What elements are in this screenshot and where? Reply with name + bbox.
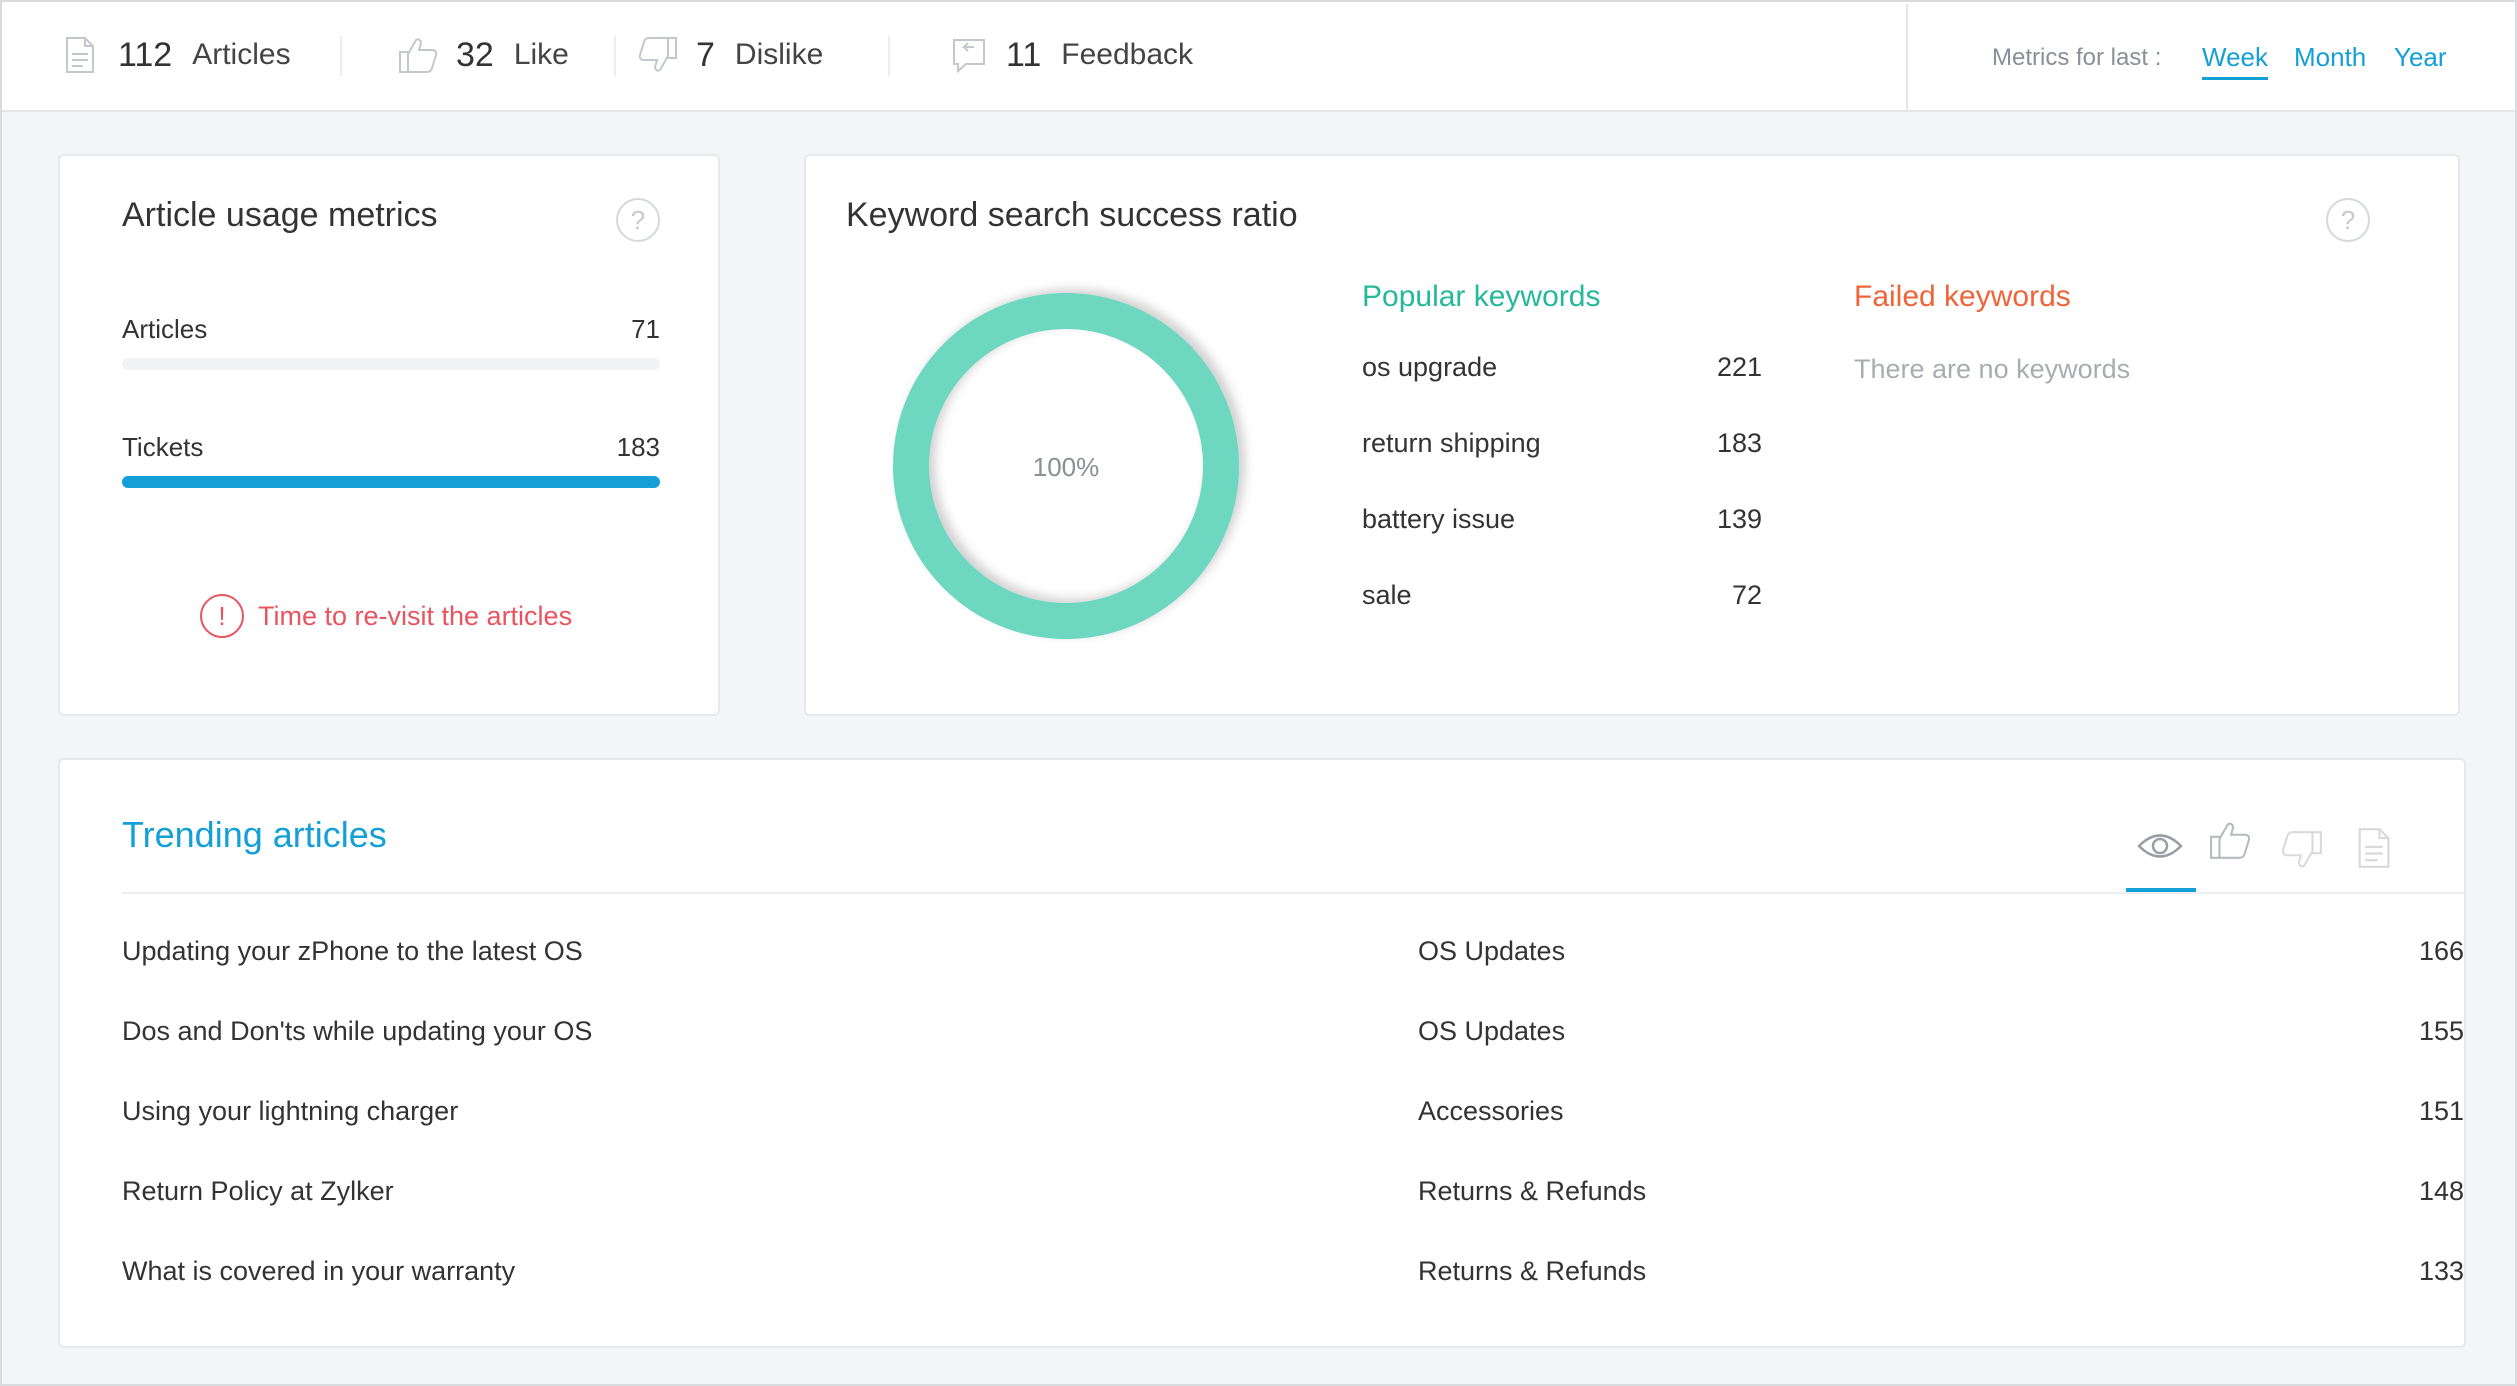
divider [614,36,616,76]
alert-icon: ! [200,594,244,638]
article-title: Return Policy at Zylker [122,1176,394,1206]
trending-articles-card: Trending articles Updating your zPhone t… [58,758,2466,1348]
divider [888,36,890,76]
metrics-period-label: Metrics for last : [1992,44,2162,71]
divider [340,36,342,76]
help-icon[interactable]: ? [2326,198,2370,242]
article-title: What is covered in your warranty [122,1256,516,1286]
stat-label: Like [513,38,569,71]
thumbs-up-icon [398,35,438,75]
keyword-count: 221 [1716,352,1762,382]
keyword-count: 183 [1716,428,1762,458]
article-category: Returns & Refunds [1418,1256,1647,1286]
article-category: OS Updates [1418,1016,1566,1046]
article-count: 133 [2418,1256,2464,1286]
failed-keywords-heading: Failed keywords [1854,280,2071,313]
table-row[interactable]: Updating your zPhone to the latest OS OS… [122,936,2464,976]
metric-label: Articles [122,314,208,344]
keyword-text: battery issue [1362,504,1516,534]
trending-title: Trending articles [122,814,387,855]
article-count: 151 [2418,1096,2464,1126]
table-row[interactable]: What is covered in your warranty Returns… [122,1256,2464,1296]
stat-dislikes[interactable]: 7 Dislike [638,2,823,108]
card-title: Keyword search success ratio [846,196,1298,234]
metric-label: Tickets [122,432,204,462]
donut-arc [893,293,1239,639]
stat-count: 7 [696,35,715,74]
keyword-text: return shipping [1362,428,1541,458]
metrics-topbar: 112 Articles 32 Like 7 Dislike 11 Feedba… [2,2,2515,112]
metric-bar-track [122,476,660,488]
metric-value: 183 [616,432,660,462]
feedback-icon [948,35,988,75]
article-title: Updating your zPhone to the latest OS [122,936,583,966]
article-usage-card: Article usage metrics ? Articles 71 Tick… [58,154,720,716]
metric-value: 71 [631,314,660,344]
divider [122,892,2464,894]
thumbs-up-icon[interactable] [2206,816,2254,864]
active-tab-indicator [2126,888,2196,892]
card-title: Article usage metrics [122,196,438,234]
keyword-text: os upgrade [1362,352,1498,382]
thumbs-down-icon[interactable] [2278,826,2326,874]
stat-label: Articles [192,38,291,71]
stat-articles[interactable]: 112 Articles [60,2,291,108]
period-week-link[interactable]: Week [2202,42,2268,80]
revisit-alert[interactable]: ! Time to re-visit the articles [200,594,572,638]
article-title: Using your lightning charger [122,1096,459,1126]
article-title: Dos and Don'ts while updating your OS [122,1016,593,1046]
stat-label: Dislike [734,38,824,71]
article-category: OS Updates [1418,936,1566,966]
period-month-link[interactable]: Month [2294,42,2367,72]
table-row[interactable]: Dos and Don'ts while updating your OS OS… [122,1016,2464,1056]
stat-count: 11 [1006,35,1042,74]
keyword-count: 72 [1731,580,1762,610]
article-count: 155 [2418,1016,2464,1046]
help-icon[interactable]: ? [616,198,660,242]
stat-likes[interactable]: 32 Like [398,2,569,108]
table-row[interactable]: Return Policy at Zylker Returns & Refund… [122,1176,2464,1216]
alert-text: Time to re-visit the articles [258,600,573,631]
metric-bar-track [122,358,660,370]
article-count: 148 [2418,1176,2464,1206]
keyword-text: sale [1362,580,1412,610]
article-count: 166 [2418,936,2464,966]
keyword-count: 139 [1716,504,1762,534]
success-ratio-donut: 100% [893,293,1239,639]
stat-feedback[interactable]: 11 Feedback [948,2,1193,108]
keyword-success-card: Keyword search success ratio ? 100% Popu… [804,154,2460,716]
period-year-link[interactable]: Year [2394,42,2447,72]
metric-bar-fill [122,476,660,488]
table-row[interactable]: Using your lightning charger Accessories… [122,1096,2464,1136]
stat-count: 32 [456,35,494,74]
document-icon[interactable] [2350,824,2398,872]
failed-keywords-empty: There are no keywords [1854,354,2131,384]
thumbs-down-icon [638,35,678,75]
document-icon [60,35,100,75]
eye-icon[interactable] [2136,822,2184,870]
stat-count: 112 [118,35,173,74]
donut-percentage: 100% [1033,452,1100,482]
article-category: Accessories [1418,1096,1564,1126]
article-category: Returns & Refunds [1418,1176,1647,1206]
popular-keywords-heading: Popular keywords [1362,280,1601,313]
stat-label: Feedback [1061,38,1194,71]
metrics-period-selector: Metrics for last : Week Month Year [1906,4,2513,110]
